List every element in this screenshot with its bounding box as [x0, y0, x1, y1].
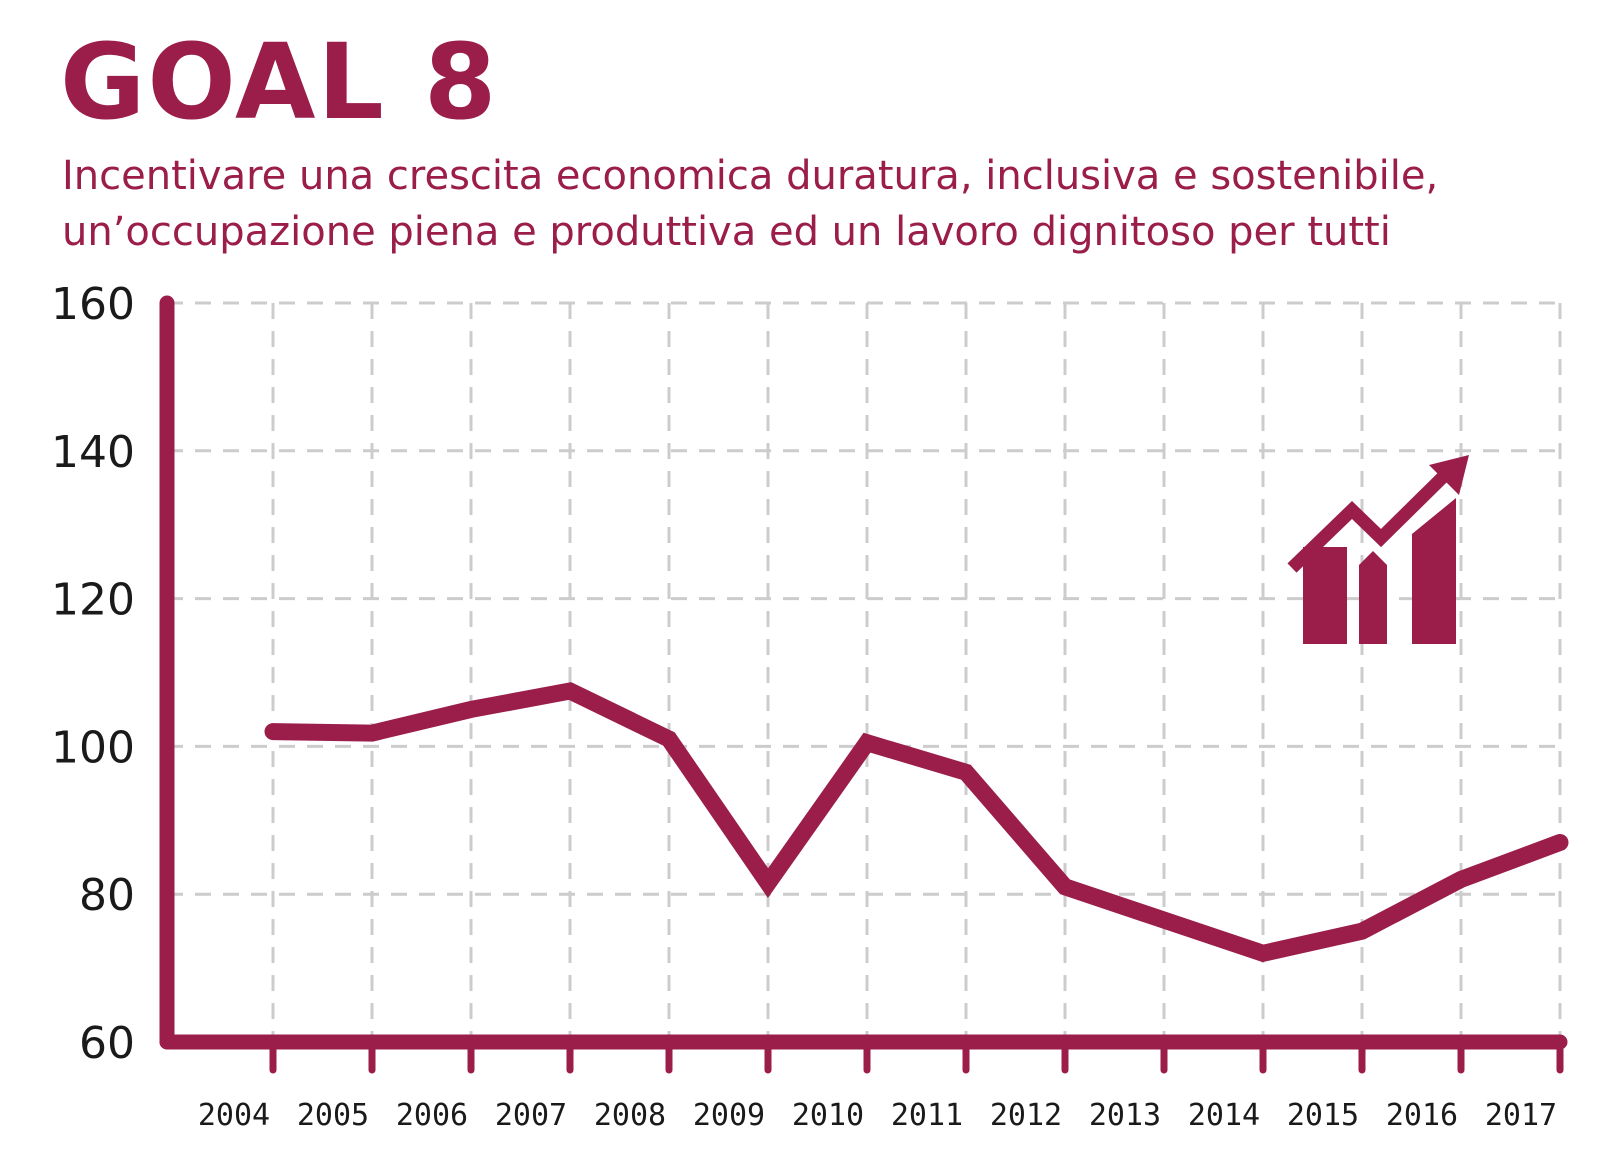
x-tick-label: 2009: [693, 1098, 765, 1133]
x-tick-label: 2007: [495, 1098, 567, 1133]
y-tick-label: 100: [51, 722, 135, 773]
y-axis-ticks: 160 140 120 100 80 60: [51, 279, 135, 1069]
data-point: [272, 731, 274, 733]
icon-bar-3: [1412, 498, 1456, 644]
y-tick-label: 160: [51, 279, 135, 330]
x-tick-label: 2006: [396, 1098, 468, 1133]
y-tick-label: 140: [51, 427, 135, 478]
x-tick-label: 2016: [1386, 1098, 1458, 1133]
data-series: [272, 690, 1561, 954]
data-point: [1064, 886, 1066, 888]
data-point: [1361, 930, 1363, 932]
x-tick-label: 2013: [1089, 1098, 1161, 1133]
data-point: [1559, 841, 1561, 843]
x-tick-label: 2017: [1485, 1098, 1557, 1133]
icon-bar-2: [1359, 551, 1387, 644]
x-tick-label: 2012: [990, 1098, 1062, 1133]
y-tick-label: 60: [79, 1018, 135, 1069]
x-tick-label: 2005: [297, 1098, 369, 1133]
data-point: [470, 708, 472, 710]
x-tick-label: 2014: [1188, 1098, 1260, 1133]
x-tick-label: 2011: [891, 1098, 963, 1133]
icon-bar-1: [1303, 547, 1347, 644]
x-tick-label: 2015: [1287, 1098, 1359, 1133]
y-tick-label: 80: [79, 870, 135, 921]
y-tick-label: 120: [51, 575, 135, 626]
series-line: [273, 691, 1560, 953]
data-point: [767, 882, 769, 884]
data-point: [371, 732, 373, 734]
data-point: [866, 742, 868, 744]
line-chart: 1601401201008060 2004 2005 2006 2007 2008 200…: [0, 0, 1622, 1166]
data-point: [668, 738, 670, 740]
data-point: [1163, 919, 1165, 921]
x-tick-label: 2004: [198, 1098, 270, 1133]
data-point: [1460, 878, 1462, 880]
x-tick-label: 2008: [594, 1098, 666, 1133]
data-point: [965, 771, 967, 773]
x-tick-label: 2010: [792, 1098, 864, 1133]
growth-chart-icon: [1292, 455, 1469, 644]
x-axis-ticks: 2004 2005 2006 2007 2008 2009 2010 2011 2012 2013…: [198, 1042, 1560, 1133]
data-point: [569, 690, 571, 692]
data-point: [1262, 952, 1264, 954]
